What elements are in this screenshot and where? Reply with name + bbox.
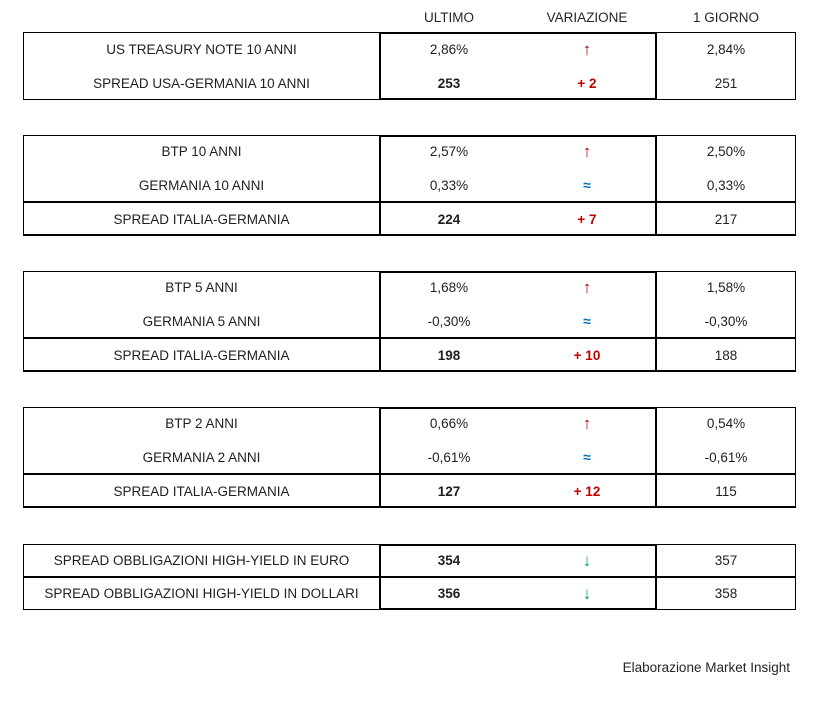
giorno-value: 115	[715, 483, 737, 499]
giorno-value: 188	[714, 347, 738, 363]
instrument-label: SPREAD USA-GERMANIA 10 ANNI	[93, 75, 310, 91]
ultimo-value: 2,86%	[429, 41, 469, 57]
source-credit: Elaborazione Market Insight	[622, 660, 790, 675]
up-arrow-icon: ↑	[582, 39, 592, 59]
table-block-us-treasury: US TREASURY NOTE 10 ANNI 2,86% ↑ 2,84% S…	[23, 32, 796, 100]
approx-icon: ≈	[583, 449, 591, 466]
table-block-5-anni: BTP 5 ANNI 1,68% ↑ 1,58% GERMANIA 5 ANNI…	[23, 271, 796, 372]
ultimo-value: 1,68%	[429, 280, 469, 296]
instrument-label: SPREAD OBBLIGAZIONI HIGH-YIELD IN DOLLAR…	[44, 586, 359, 601]
instrument-label: SPREAD OBBLIGAZIONI HIGH-YIELD IN EURO	[53, 553, 350, 568]
variazione-delta: + 12	[573, 483, 601, 499]
giorno-value: 2,84%	[706, 41, 746, 57]
giorno-value: 0,33%	[706, 177, 746, 193]
ultimo-value: 356	[437, 586, 461, 601]
ultimo-value: 0,33%	[429, 177, 469, 193]
instrument-label: SPREAD ITALIA-GERMANIA	[113, 347, 290, 363]
instrument-label: US TREASURY NOTE 10 ANNI	[106, 41, 297, 57]
ultimo-value: 224	[437, 211, 461, 227]
giorno-value: 217	[714, 211, 738, 227]
instrument-label: BTP 5 ANNI	[165, 280, 238, 296]
ultimo-value: 354	[437, 553, 461, 568]
giorno-value: -0,61%	[704, 449, 748, 465]
variazione-delta: + 2	[577, 75, 597, 91]
giorno-value: -0,30%	[704, 313, 748, 329]
column-header-ultimo: ULTIMO	[424, 9, 474, 25]
instrument-label: GERMANIA 5 ANNI	[142, 313, 261, 329]
up-arrow-icon: ↑	[582, 142, 592, 162]
instrument-label: SPREAD ITALIA-GERMANIA	[113, 483, 290, 499]
giorno-value: 357	[714, 553, 738, 568]
giorno-value: 1,58%	[706, 280, 746, 296]
giorno-value: 251	[714, 75, 738, 91]
ultimo-value: -0,61%	[427, 449, 471, 465]
up-arrow-icon: ↑	[582, 414, 592, 434]
column-header-row: ULTIMO VARIAZIONE 1 GIORNO	[23, 6, 796, 28]
table-block-high-yield: SPREAD OBBLIGAZIONI HIGH-YIELD IN EURO 3…	[23, 544, 796, 610]
ultimo-value: 253	[437, 75, 461, 91]
header-spacer	[23, 6, 380, 28]
instrument-label: BTP 2 ANNI	[165, 416, 238, 432]
approx-icon: ≈	[583, 177, 591, 194]
instrument-label: GERMANIA 10 ANNI	[138, 177, 265, 193]
instrument-label: SPREAD ITALIA-GERMANIA	[113, 211, 290, 227]
down-arrow-icon: ↓	[582, 551, 592, 570]
column-header-giorno: 1 GIORNO	[692, 9, 759, 25]
ultimo-value: 127	[437, 483, 461, 499]
approx-icon: ≈	[583, 313, 591, 330]
instrument-label: GERMANIA 2 ANNI	[142, 449, 261, 465]
ultimo-value: -0,30%	[427, 313, 471, 329]
table-block-10-anni: BTP 10 ANNI 2,57% ↑ 2,50% GERMANIA 10 AN…	[23, 135, 796, 236]
instrument-label: BTP 10 ANNI	[161, 144, 242, 160]
giorno-value: 0,54%	[706, 416, 746, 432]
giorno-value: 358	[714, 586, 738, 601]
table-block-2-anni: BTP 2 ANNI 0,66% ↑ 0,54% GERMANIA 2 ANNI…	[23, 407, 796, 508]
ultimo-value: 198	[437, 347, 461, 363]
down-arrow-icon: ↓	[582, 584, 592, 603]
ultimo-value: 2,57%	[429, 144, 469, 160]
giorno-value: 2,50%	[706, 144, 746, 160]
variazione-delta: + 7	[577, 211, 597, 227]
ultimo-value: 0,66%	[429, 416, 469, 432]
up-arrow-icon: ↑	[582, 278, 592, 298]
variazione-delta: + 10	[573, 347, 601, 363]
column-header-variazione: VARIAZIONE	[546, 9, 628, 25]
